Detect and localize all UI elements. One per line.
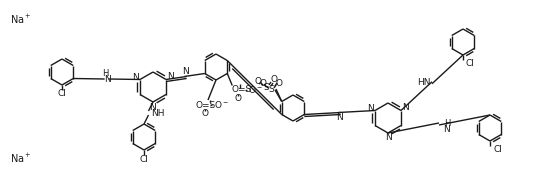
Text: O: O <box>260 79 266 87</box>
Text: Cl: Cl <box>493 145 502 153</box>
Text: O: O <box>255 76 261 86</box>
Text: Na$^+$: Na$^+$ <box>10 13 32 26</box>
Text: N: N <box>105 75 111 85</box>
Text: N: N <box>336 113 343 122</box>
Text: N: N <box>167 73 173 81</box>
Text: HN: HN <box>417 78 431 87</box>
Text: N: N <box>444 126 450 134</box>
Text: N: N <box>150 102 156 112</box>
Text: O=S: O=S <box>231 85 251 94</box>
Text: Cl: Cl <box>58 89 66 99</box>
Text: S: S <box>263 82 269 92</box>
Text: NH: NH <box>151 108 164 118</box>
Text: N: N <box>132 73 139 81</box>
Text: N: N <box>182 67 188 76</box>
Text: O=S: O=S <box>195 100 215 109</box>
Text: O: O <box>201 109 208 119</box>
Text: O: O <box>271 75 277 85</box>
Text: N: N <box>368 104 374 113</box>
Text: O$^-$: O$^-$ <box>214 100 229 111</box>
Text: S: S <box>268 85 274 94</box>
Text: Cl: Cl <box>140 154 148 164</box>
Text: O: O <box>235 94 242 103</box>
Text: Na$^+$: Na$^+$ <box>10 152 32 165</box>
Text: N: N <box>385 133 391 143</box>
Text: O$^-$: O$^-$ <box>249 84 264 95</box>
Text: N: N <box>402 104 409 113</box>
Text: H: H <box>444 120 450 128</box>
Text: H: H <box>102 68 109 77</box>
Text: O: O <box>276 79 282 87</box>
Text: Cl: Cl <box>466 59 475 68</box>
